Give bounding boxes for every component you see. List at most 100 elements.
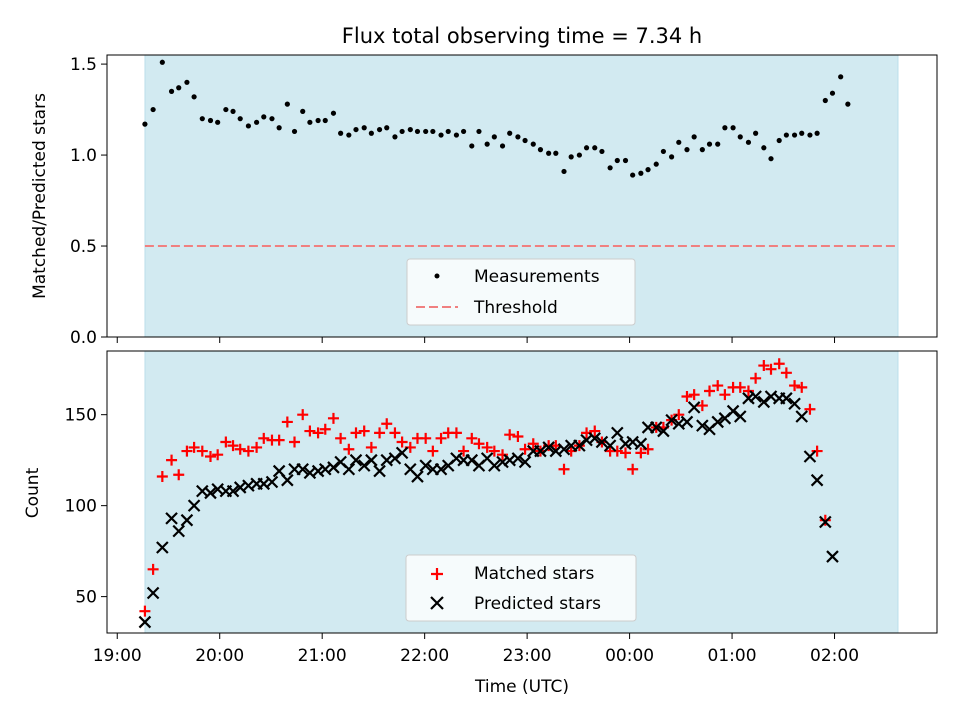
matched-star-point [780, 367, 792, 379]
measurement-point [346, 132, 352, 138]
measurement-point [476, 128, 482, 135]
ratio-plot: 0.0 0.5 1.0 1.5 Matched/Predicted stars Mea… [30, 54, 938, 348]
matched-star-point [750, 372, 762, 384]
count-y-axis-label: Count [23, 467, 43, 518]
measurement-point [353, 126, 359, 133]
matched-star-point [273, 434, 285, 446]
y-tick-label: 1.0 [70, 146, 97, 166]
measurement-point [553, 150, 559, 156]
measurement-point [522, 137, 528, 144]
predicted-star-point [680, 415, 694, 429]
matched-star-point [212, 449, 224, 461]
measurement-point [660, 148, 667, 155]
legend-measurements-label: Measurements [474, 267, 600, 287]
predicted-star-point [281, 473, 294, 487]
predicted-star-point [742, 392, 755, 405]
matched-star-point [804, 403, 816, 415]
y-tick-label: 50 [75, 588, 97, 608]
predicted-star-point [388, 452, 402, 465]
matched-star-point [204, 451, 216, 463]
measurement-point [607, 165, 613, 171]
predicted-star-point [172, 524, 186, 538]
measurement-point [254, 119, 260, 125]
measurement-point [269, 116, 275, 122]
measurement-point [845, 101, 851, 107]
measurement-point [838, 74, 844, 80]
predicted-star-point [204, 486, 217, 500]
legend-predicted-marker [430, 596, 444, 610]
ratio-plot-axes: 0.0 0.5 1.0 1.5 [70, 55, 836, 348]
measurement-point [546, 150, 552, 156]
measurement-point [737, 134, 743, 140]
predicted-star-point [711, 415, 724, 429]
matched-star-point [765, 363, 777, 375]
measurement-point [207, 117, 214, 124]
measurement-point [822, 97, 828, 104]
matched-star-point [673, 409, 685, 421]
predicted-star-point [619, 437, 632, 451]
predicted-star-point [542, 441, 555, 454]
matched-star-point [681, 390, 693, 402]
matched-star-point [811, 445, 823, 457]
measurement-point [583, 145, 590, 151]
measurement-point [191, 94, 197, 100]
x-tick-label: 00:00 [605, 646, 654, 666]
measurement-point [469, 143, 475, 149]
count-plot: 50 100 150 19:00 20:00 21:00 22:00 23:00 00:00 01… [23, 350, 938, 697]
measurement-point [799, 130, 805, 136]
predicted-star-point [557, 442, 571, 456]
measurement-point [715, 141, 721, 147]
measurement-point [691, 134, 697, 140]
measurement-point [638, 170, 644, 176]
predicted-star-point [357, 459, 371, 472]
measurement-point [791, 132, 798, 138]
measurement-point [284, 101, 290, 107]
matched-star-point [374, 427, 386, 439]
measurement-point [338, 130, 344, 136]
predicted-star-point [311, 464, 325, 478]
measurement-point [368, 130, 374, 136]
measurement-point [407, 126, 413, 133]
count-legend-box [405, 554, 637, 622]
matched-star-point [396, 436, 408, 448]
measurement-point [142, 121, 148, 127]
predicted-star-point [180, 513, 194, 527]
predicted-star-point [411, 470, 424, 483]
y-tick-label: 150 [65, 406, 97, 426]
measurement-point [276, 125, 282, 131]
measurement-point [491, 134, 497, 140]
matched-star-point [258, 432, 270, 444]
matched-star-point [281, 416, 293, 428]
predicted-star-point [573, 439, 586, 452]
predicted-star-point [187, 499, 201, 512]
predicted-star-point [788, 397, 801, 411]
measurement-point [159, 59, 165, 65]
measurement-point [761, 145, 767, 151]
matched-star-point [642, 443, 654, 455]
predicted-star-point [588, 432, 602, 445]
measurement-point [807, 132, 813, 138]
matched-star-point [188, 441, 200, 453]
matched-star-point [819, 514, 831, 526]
matched-star-point [358, 425, 370, 437]
matched-star-point [734, 381, 746, 393]
matched-star-point [350, 427, 362, 439]
matched-star-point [365, 441, 377, 453]
predicted-star-point [757, 395, 771, 409]
matched-star-point [488, 445, 500, 457]
measurement-point [530, 141, 536, 147]
predicted-star-point [156, 541, 169, 554]
matched-star-point [473, 438, 485, 450]
measurement-point [669, 154, 675, 160]
measurement-point [753, 130, 759, 136]
predicted-star-point [146, 586, 160, 600]
predicted-star-point [419, 459, 432, 472]
matched-star-point [712, 380, 724, 392]
predicted-star-point [434, 462, 448, 476]
measurement-point [592, 145, 598, 151]
legend-measurements-marker [434, 273, 440, 279]
measurement-point [230, 108, 236, 114]
matched-star-point [196, 445, 208, 457]
matched-star-point [319, 423, 331, 435]
